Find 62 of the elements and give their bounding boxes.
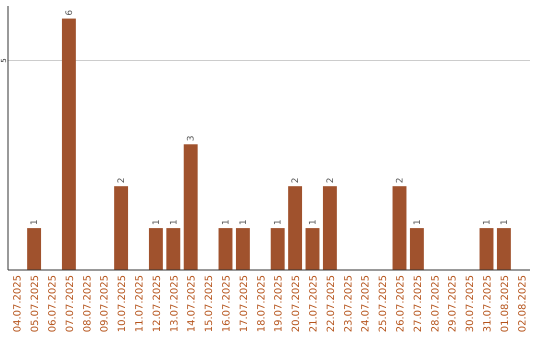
x-tick-label: 16.07.2025: [222, 275, 232, 332]
data-label: 1: [412, 219, 423, 226]
x-tick-label: 15.07.2025: [204, 275, 216, 332]
bar: [27, 228, 42, 270]
x-tick-label: 11.07.2025: [134, 275, 146, 332]
x-tick-label: 25.07.2025: [378, 275, 390, 332]
bar: [62, 18, 76, 270]
x-tick-label: 02.08.2025: [517, 275, 528, 332]
x-tick-label: 27.07.2025: [412, 275, 424, 332]
x-tick-label: 20.07.2025: [291, 275, 302, 332]
bar: [480, 228, 494, 270]
x-tick-label: 10.07.2025: [117, 275, 128, 332]
bar: [166, 228, 180, 270]
x-tick-label: 23.07.2025: [343, 275, 354, 332]
x-tick-label: 28.07.2025: [430, 275, 442, 332]
data-label: 1: [274, 219, 284, 226]
x-tick-label: 29.07.2025: [448, 275, 459, 332]
x-tick-label: 12.07.2025: [152, 275, 163, 332]
data-label: 1: [482, 219, 492, 226]
bar: [236, 228, 250, 270]
x-tick-label: 01.08.2025: [500, 275, 511, 332]
data-label: 2: [326, 177, 336, 184]
data-label: 1: [500, 219, 510, 226]
data-label: 6: [64, 10, 75, 16]
data-label: 2: [291, 177, 302, 184]
bar: [322, 186, 337, 270]
data-label: 1: [308, 219, 318, 226]
bar: [288, 186, 302, 270]
x-tick-label: 17.07.2025: [238, 275, 250, 332]
bar: [270, 228, 285, 270]
x-tick-label: 14.07.2025: [186, 275, 198, 332]
data-label: 3: [186, 136, 197, 142]
x-tick-label: 30.07.2025: [465, 275, 476, 332]
data-label: 1: [222, 219, 232, 226]
x-tick-label: 31.07.2025: [482, 275, 494, 332]
data-label: 2: [396, 177, 406, 184]
bar: [184, 144, 198, 270]
bar: [410, 228, 424, 270]
x-tick-label: 13.07.2025: [169, 275, 180, 332]
bar: [218, 228, 232, 270]
x-tick-label: 05.07.2025: [30, 275, 42, 332]
x-tick-label: 22.07.2025: [326, 275, 337, 332]
bar: [496, 228, 511, 270]
x-tick-label: 04.07.2025: [12, 275, 24, 332]
data-label: 2: [117, 177, 128, 184]
bar: [114, 186, 128, 270]
bar: [148, 228, 163, 270]
data-label: 1: [152, 219, 162, 226]
x-tick-label: 18.07.2025: [256, 275, 268, 332]
bar: [306, 228, 320, 270]
x-tick-label: 21.07.2025: [308, 275, 320, 332]
x-tick-label: 08.07.2025: [82, 275, 94, 332]
data-label: 1: [238, 219, 249, 226]
bar: [392, 186, 406, 270]
data-label: 1: [30, 219, 40, 226]
x-tick-label: 26.07.2025: [396, 275, 406, 332]
x-tick-label: 07.07.2025: [64, 275, 76, 332]
x-tick-label: 24.07.2025: [360, 275, 372, 332]
x-tick-label: 09.07.2025: [100, 275, 111, 332]
x-tick-label: 06.07.2025: [48, 275, 58, 332]
x-tick-label: 19.07.2025: [274, 275, 285, 332]
data-label: 1: [169, 219, 180, 226]
